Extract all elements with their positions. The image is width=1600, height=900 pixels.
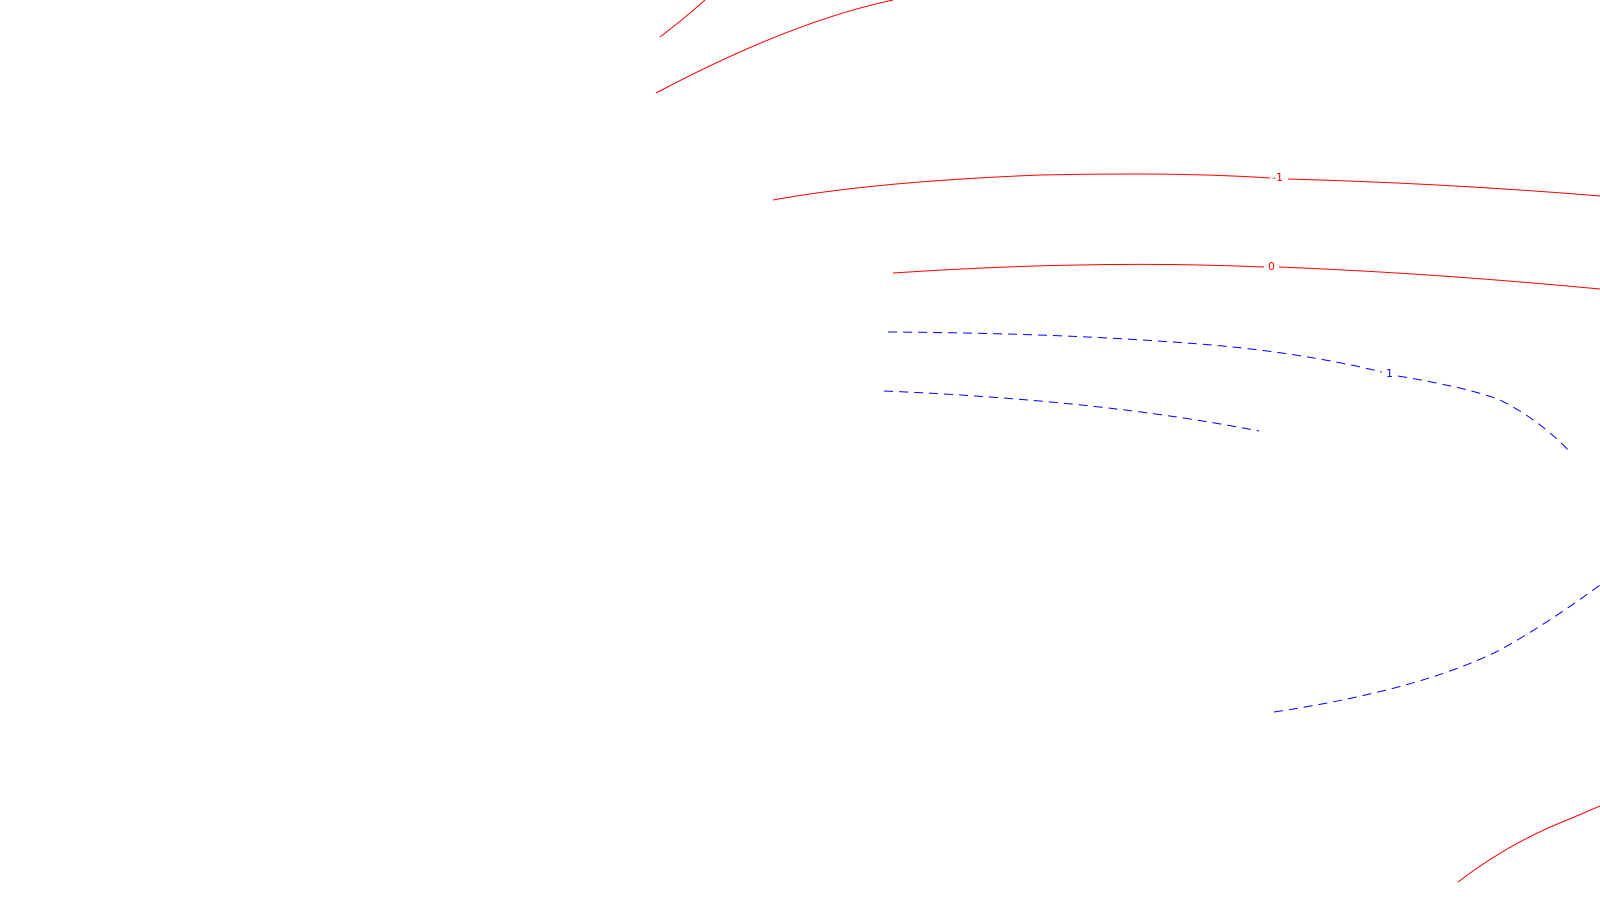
contour-label-zero: 0 [1268,260,1275,273]
contour-line-minus-1 [772,173,1271,201]
contour-line-plus-1-upper-right [1397,375,1571,453]
contour-line-zero [892,263,1265,274]
contour-line-plus-1-upper [887,331,1383,373]
contour-line-top-left-short [659,0,706,38]
contour-label-minus-1: -1 [1272,171,1283,184]
contour-label-plus-1: 1 [1386,367,1393,380]
contour-line-zero-right [1278,266,1600,290]
contour-line-plus-1-lower [883,390,1260,432]
contour-line-bottom-right [1457,805,1600,883]
contour-line-minus-1-right [1287,178,1600,197]
contour-line-plus-1-bottom [1273,584,1600,713]
contour-line-top-left-long [655,0,894,94]
